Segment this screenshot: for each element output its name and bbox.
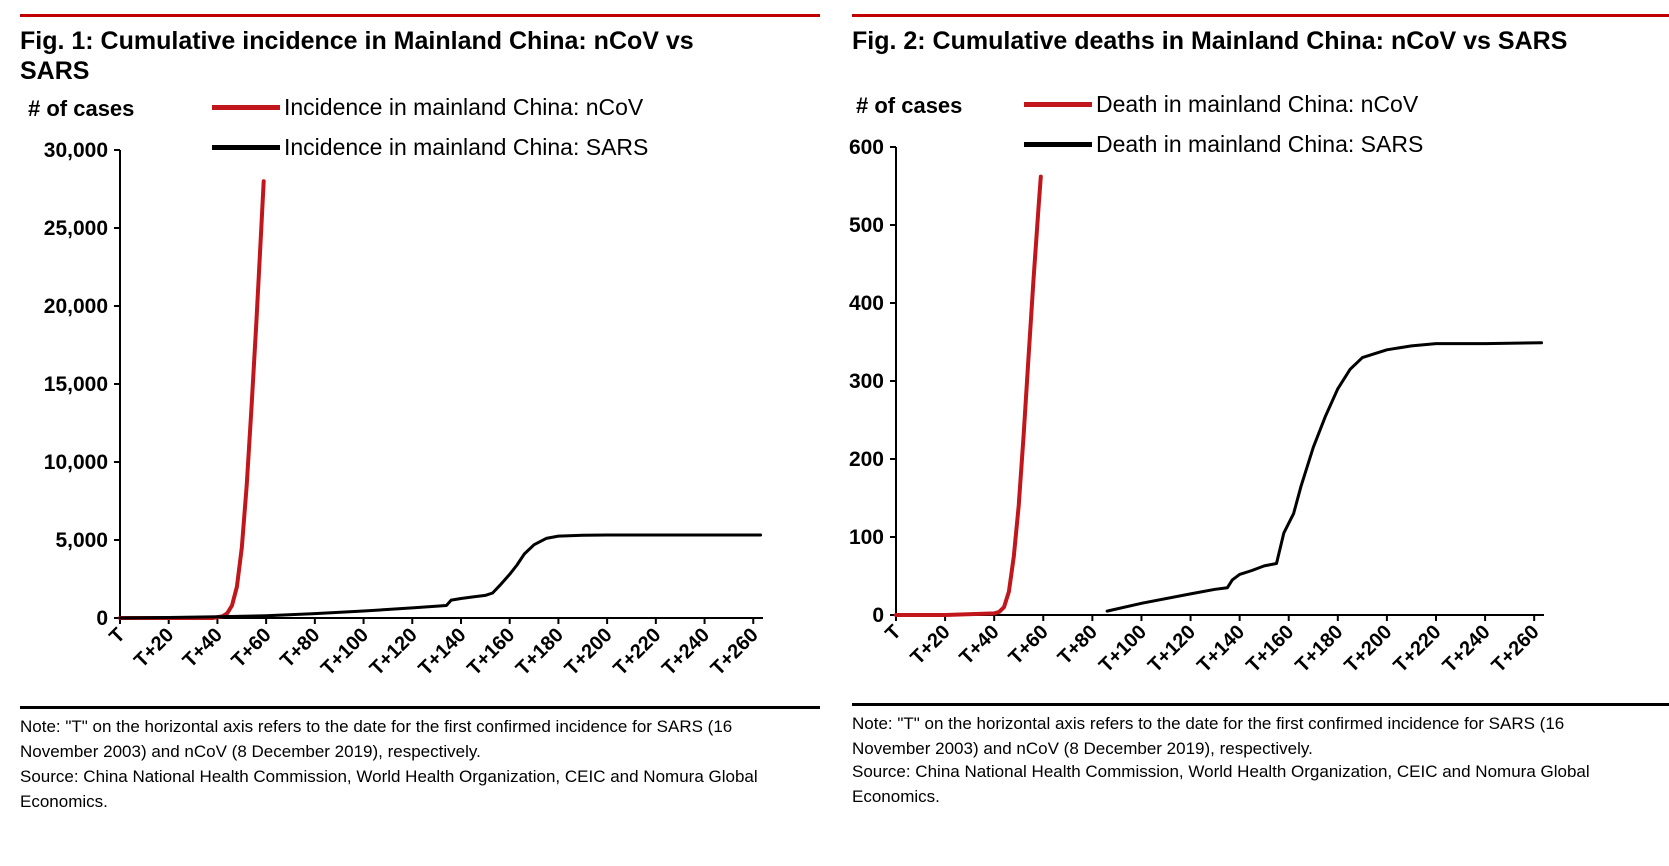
- y-tick-label: 10,000: [44, 451, 108, 474]
- x-tick-label: T+140: [1193, 621, 1249, 677]
- x-tick-label: T+60: [227, 624, 275, 672]
- y-tick-label: 0: [96, 607, 108, 630]
- y-axis-label: # of cases: [856, 93, 963, 118]
- x-tick-label: T+160: [463, 624, 519, 680]
- legend-item-sars: Incidence in mainland China: SARS: [212, 134, 648, 161]
- legend-item-ncov: Incidence in mainland China: nCoV: [212, 94, 643, 121]
- y-tick-label: 100: [849, 526, 884, 549]
- legend-item-sars: Death in mainland China: SARS: [1024, 131, 1423, 158]
- x-tick-label: T+220: [1389, 621, 1445, 677]
- y-tick-label: 15,000: [44, 373, 108, 396]
- top-rule: [20, 14, 820, 17]
- y-tick-label: 30,000: [44, 139, 108, 162]
- y-tick-label: 20,000: [44, 295, 108, 318]
- x-tick-label: T+260: [1488, 621, 1544, 677]
- y-tick-label: 200: [849, 448, 884, 471]
- note-text: Note: "T" on the horizontal axis refers …: [20, 717, 733, 761]
- bottom-rule: [20, 706, 820, 709]
- bottom-rule: [852, 703, 1669, 706]
- series-line-sars: [118, 533, 763, 620]
- x-tick-label: T+240: [1439, 621, 1495, 677]
- x-tick-label: T+100: [317, 624, 373, 680]
- y-tick-label: 300: [849, 370, 884, 393]
- x-tick-label: T+60: [1005, 621, 1053, 669]
- legend-swatch-sars: [212, 145, 280, 150]
- legend-swatch-ncov: [212, 105, 280, 110]
- figure-title: Fig. 2: Cumulative deaths in Mainland Ch…: [852, 27, 1568, 55]
- x-tick-label: T+180: [512, 624, 568, 680]
- series-line-ncov: [118, 179, 266, 620]
- legend-swatch-sars: [1024, 142, 1092, 147]
- top-rule: [852, 14, 1669, 17]
- legend-item-ncov: Death in mainland China: nCoV: [1024, 91, 1418, 118]
- x-tick-label: T+180: [1291, 621, 1347, 677]
- y-axis-label: # of cases: [28, 96, 135, 121]
- x-tick-label: T+260: [707, 624, 763, 680]
- x-tick-label: T: [881, 621, 905, 645]
- series-line-ncov: [894, 174, 1043, 617]
- x-tick-label: T+160: [1242, 621, 1298, 677]
- y-tick-label: 5,000: [55, 529, 108, 552]
- x-tick-label: T+240: [658, 624, 714, 680]
- x-tick-label: T+20: [130, 624, 178, 672]
- x-tick-label: T+140: [414, 624, 470, 680]
- series-line-sars: [1105, 341, 1543, 613]
- x-tick-label: T+200: [561, 624, 617, 680]
- x-tick-label: T+40: [179, 624, 227, 672]
- figure-1-panel: Fig. 1: Cumulative incidence in Mainland…: [0, 0, 830, 866]
- y-tick-label: 600: [849, 136, 884, 159]
- legend-swatch-ncov: [1024, 102, 1092, 107]
- x-tick-label: T+120: [1144, 621, 1200, 677]
- note-text: Note: "T" on the horizontal axis refers …: [852, 714, 1565, 758]
- x-tick-label: T: [105, 624, 129, 648]
- y-tick-label: 400: [849, 292, 884, 315]
- legend-label-ncov: Incidence in mainland China: nCoV: [284, 94, 644, 120]
- x-tick-label: T+40: [956, 621, 1004, 669]
- y-tick-label: 500: [849, 214, 884, 237]
- x-tick-label: T+220: [609, 624, 665, 680]
- x-tick-label: T+200: [1340, 621, 1396, 677]
- figure-title: Fig. 1: Cumulative incidence in Mainland…: [20, 27, 694, 85]
- legend-label-sars: Death in mainland China: SARS: [1096, 131, 1424, 157]
- source-text: Source: China National Health Commission…: [20, 767, 758, 811]
- figure-2-panel: Fig. 2: Cumulative deaths in Mainland Ch…: [849, 0, 1669, 866]
- x-tick-label: T+20: [906, 621, 954, 669]
- y-tick-label: 25,000: [44, 217, 108, 240]
- source-text: Source: China National Health Commission…: [852, 762, 1590, 806]
- x-tick-label: T+100: [1095, 621, 1151, 677]
- legend-label-ncov: Death in mainland China: nCoV: [1096, 91, 1419, 117]
- y-tick-label: 0: [872, 604, 884, 627]
- legend-label-sars: Incidence in mainland China: SARS: [284, 134, 649, 160]
- x-tick-label: T+120: [366, 624, 422, 680]
